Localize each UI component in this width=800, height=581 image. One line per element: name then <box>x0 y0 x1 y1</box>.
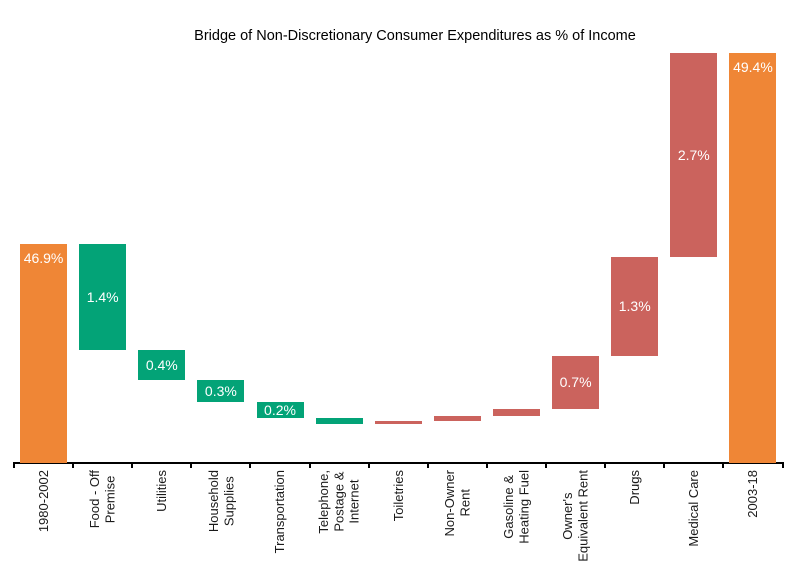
x-tick-label-slot: Drugs <box>605 470 664 581</box>
x-tick-label-owner-s-equivalent-rent: Owner's Equivalent Rent <box>560 470 591 562</box>
bar-household-supplies: 0.3% <box>197 379 245 403</box>
x-tick-label-gasoline-heating-fuel: Gasoline & Heating Fuel <box>501 470 532 544</box>
x-tick-label-slot: Owner's Equivalent Rent <box>546 470 605 581</box>
x-tick-label-slot: Toiletries <box>369 470 428 581</box>
x-tick-label-2003-18: 2003-18 <box>745 470 761 518</box>
x-tick-label-slot: Transportation <box>250 470 309 581</box>
x-tick-label-slot: Household Supplies <box>191 470 250 581</box>
x-tick-label-slot: Utilities <box>132 470 191 581</box>
x-axis-tick <box>722 463 725 468</box>
bar-gasoline-heating-fuel <box>492 408 540 417</box>
bar-value-label: 1.4% <box>86 288 119 305</box>
bar-value-label: 46.9% <box>23 249 64 266</box>
x-tick-label-slot: 1980-2002 <box>14 470 73 581</box>
x-axis-tick <box>663 463 666 468</box>
x-tick-label-slot: Telephone, Postage & Internet <box>310 470 369 581</box>
x-axis-tick <box>781 463 784 468</box>
bar-2003-18: 49.4% <box>729 53 777 463</box>
x-tick-label-slot: Medical Care <box>664 470 723 581</box>
bar-transportation: 0.2% <box>256 402 304 419</box>
x-tick-label-non-owner-rent: Non-Owner Rent <box>442 470 473 537</box>
bar-value-label: 0.2% <box>264 402 296 419</box>
x-tick-label-1980-2002: 1980-2002 <box>35 470 51 533</box>
x-axis-tick <box>308 463 311 468</box>
x-axis-tick <box>190 463 193 468</box>
bar-value-label: 0.3% <box>204 383 237 400</box>
bar-value-label: 0.7% <box>559 374 592 391</box>
x-tick-label-slot: Gasoline & Heating Fuel <box>487 470 546 581</box>
x-axis-tick <box>545 463 548 468</box>
x-tick-label-food-off-premise: Food - Off Premise <box>87 470 118 529</box>
bar-owner-s-equivalent-rent: 0.7% <box>552 355 600 409</box>
bar-1980-2002: 46.9% <box>20 243 68 463</box>
chart-title: Bridge of Non-Discretionary Consumer Exp… <box>194 28 636 44</box>
x-axis-tick <box>604 463 607 468</box>
x-tick-label-slot: Non-Owner Rent <box>428 470 487 581</box>
x-tick-label-utilities: Utilities <box>154 470 170 512</box>
x-axis-tick <box>131 463 134 468</box>
x-axis-tick <box>367 463 370 468</box>
x-tick-label-transportation: Transportation <box>272 470 288 554</box>
x-axis-tick <box>13 463 15 468</box>
bar-value-label: 49.4% <box>733 59 773 76</box>
x-axis-line <box>13 462 784 464</box>
x-tick-label-medical-care: Medical Care <box>686 470 702 547</box>
x-tick-label-household-supplies: Household Supplies <box>205 470 236 533</box>
bar-value-label: 1.3% <box>618 298 651 315</box>
x-axis-tick <box>72 463 75 468</box>
bar-medical-care: 2.7% <box>670 53 718 258</box>
bar-toiletries <box>374 421 422 424</box>
bar-drugs: 1.3% <box>611 257 659 356</box>
x-axis-tick <box>249 463 252 468</box>
x-tick-label-telephone-postage-internet: Telephone, Postage & Internet <box>316 470 362 534</box>
bar-utilities: 0.4% <box>138 349 186 380</box>
x-tick-label-slot: 2003-18 <box>723 470 782 581</box>
bar-non-owner-rent <box>433 416 481 422</box>
x-tick-label-toiletries: Toiletries <box>390 470 406 522</box>
bar-food-off-premise: 1.4% <box>79 243 127 350</box>
x-tick-label-drugs: Drugs <box>627 470 643 505</box>
x-axis-tick <box>485 463 488 468</box>
x-tick-label-slot: Food - Off Premise <box>73 470 132 581</box>
bar-telephone-postage-internet <box>315 417 363 424</box>
bar-value-label: 0.4% <box>145 356 178 373</box>
x-axis-tick <box>426 463 429 468</box>
bar-value-label: 2.7% <box>677 147 710 164</box>
